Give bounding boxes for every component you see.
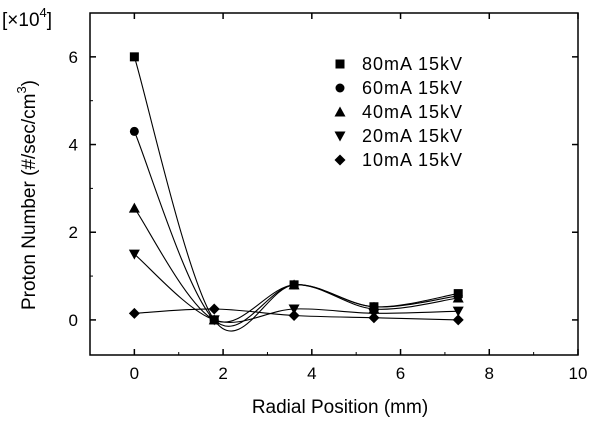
data-point-diamond [128,307,140,319]
data-point-square [129,52,139,62]
y-tick-label: 2 [69,223,78,242]
legend-marker-triangle-up [334,106,346,117]
data-point-diamond [288,310,300,322]
y-tick-label: 6 [69,48,78,67]
x-tick-label: 4 [307,364,316,383]
legend-entry-label: 10mA 15kV [362,150,463,170]
data-point-triangle-down [128,249,140,260]
axes: 0 2 4 6 8 10 0 2 4 6 [69,12,588,383]
legend-marker-circle [335,83,345,93]
x-tick-label: 6 [396,364,405,383]
data-point-diamond [368,312,380,324]
legend: 80mA 15kV 60mA 15kV 40mA 15kV 20mA 15kV 10mA… [334,54,463,170]
x-tick-label: 0 [130,364,139,383]
x-tick-label: 10 [569,364,588,383]
data-point-diamond [208,303,220,315]
legend-marker-diamond [334,154,346,166]
data-point-circle [129,126,139,136]
data-point-triangle-up [128,202,140,213]
x-axis-label: Radial Position (mm) [252,397,428,418]
data-point-triangle-down [208,315,220,326]
data-point-triangle-up [452,292,464,303]
data-markers [128,52,464,326]
legend-marker-square [335,59,345,69]
y-tick-label: 4 [69,136,78,155]
data-point-diamond [452,314,464,326]
legend-entry-label: 60mA 15kV [362,78,463,98]
y-multiplier: [×104] [2,5,52,31]
legend-entry-label: 20mA 15kV [362,126,463,146]
x-tick-label: 2 [218,364,227,383]
x-tick-label: 8 [485,364,494,383]
legend-entry-label: 80mA 15kV [362,54,463,74]
legend-marker-triangle-down [334,131,346,142]
y-tick-label: 0 [69,311,78,330]
data-point-triangle-down [452,306,464,317]
plot-frame [89,12,579,356]
data-point-triangle-down [288,304,300,315]
series-curve-1 [133,131,459,327]
y-axis-label: Proton Number (#/sec/cm3) [14,80,40,310]
legend-entry-label: 40mA 15kV [362,102,463,122]
data-point-triangle-up [288,279,300,290]
